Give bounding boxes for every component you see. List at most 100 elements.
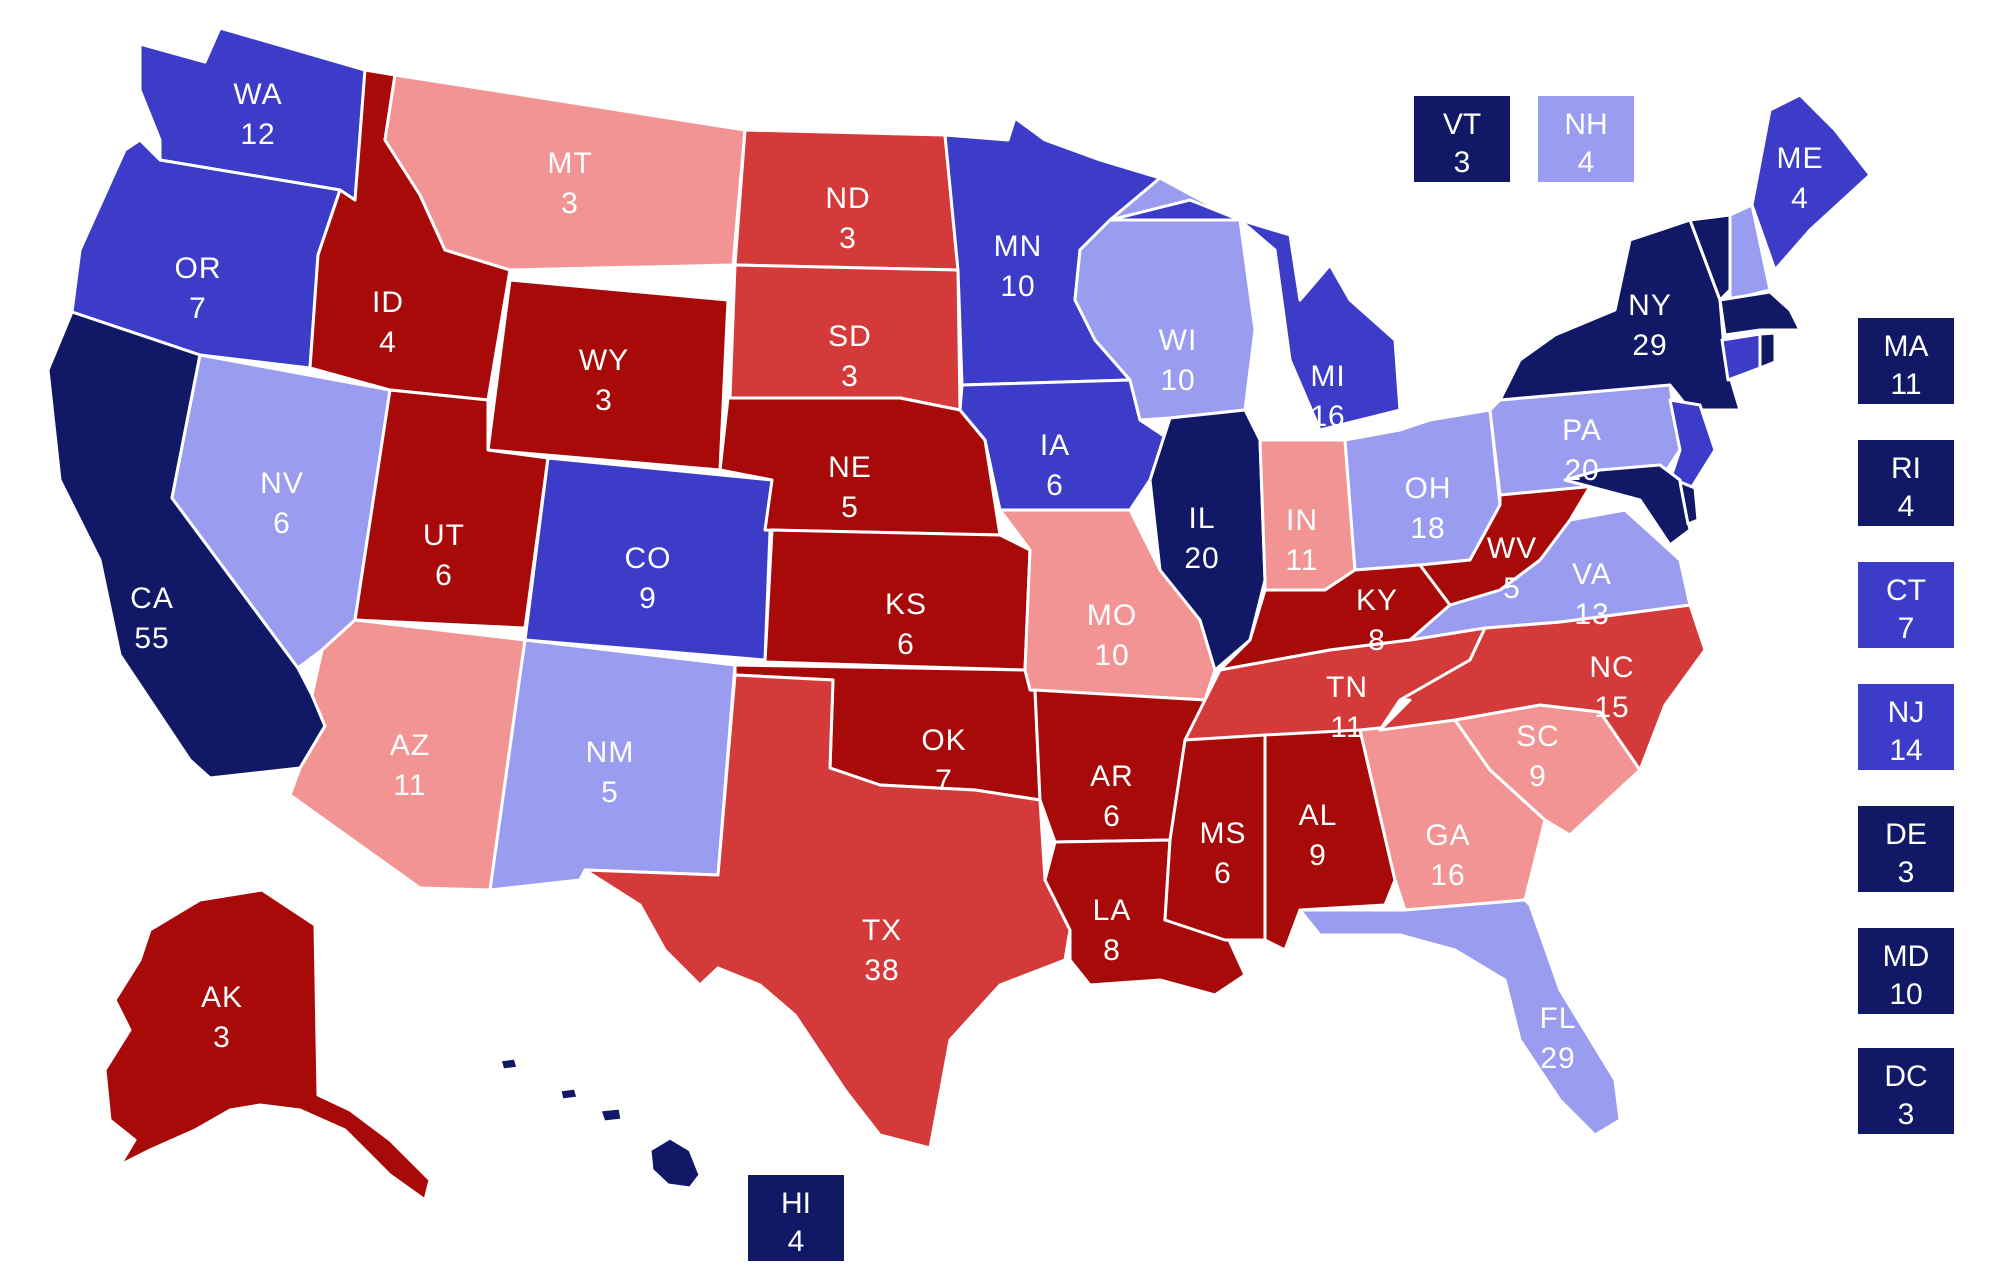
- state-abbr-ak: AK: [201, 981, 243, 1014]
- state-label-ut: UT 6: [423, 519, 465, 592]
- state-ev-ut: 6: [435, 559, 453, 592]
- state-ev-la: 8: [1103, 934, 1121, 967]
- state-ev-ar: 6: [1103, 800, 1121, 833]
- state-ak[interactable]: [103, 888, 432, 1202]
- state-label-co: CO 9: [625, 542, 672, 615]
- state-ev-mt: 3: [561, 187, 579, 220]
- state-tx[interactable]: [583, 673, 1072, 1150]
- state-md[interactable]: [1563, 463, 1692, 547]
- state-label-mo: MO 10: [1087, 599, 1137, 672]
- box-nh[interactable]: NH 4: [1538, 96, 1634, 182]
- state-label-pa: PA 20: [1562, 414, 1602, 487]
- state-abbr-or: OR: [175, 252, 222, 285]
- box-vt[interactable]: VT 3: [1414, 96, 1510, 182]
- state-me[interactable]: [1750, 93, 1872, 272]
- state-label-mt: MT 3: [547, 147, 592, 220]
- state-ev-nm: 5: [601, 776, 619, 809]
- state-nc[interactable]: [1378, 603, 1707, 772]
- state-ev-az: 11: [393, 769, 426, 802]
- state-de[interactable]: [1678, 480, 1700, 526]
- state-label-ia: IA 6: [1040, 429, 1070, 502]
- state-abbr-me: ME: [1777, 142, 1824, 175]
- state-label-mn: MN 10: [994, 230, 1043, 303]
- state-abbr-co: CO: [625, 542, 672, 575]
- state-label-fl: FL 29: [1539, 1002, 1576, 1075]
- state-abbr-ne: NE: [828, 451, 872, 484]
- state-abbr-ms: MS: [1200, 817, 1247, 850]
- state-label-wa: WA 12: [233, 78, 282, 151]
- state-ev-nd: 3: [839, 222, 857, 255]
- state-ev-tn: 11: [1330, 711, 1363, 744]
- state-fl[interactable]: [1298, 898, 1622, 1137]
- state-abbr-ut: UT: [423, 519, 465, 552]
- box-md[interactable]: MD 10: [1858, 928, 1954, 1014]
- state-label-wy: WY 3: [579, 344, 629, 417]
- state-ev-wi: 10: [1160, 364, 1195, 397]
- state-label-wi: WI 10: [1159, 324, 1198, 397]
- box-ct[interactable]: CT 7: [1858, 562, 1954, 648]
- state-abbr-nd: ND: [825, 182, 870, 215]
- state-abbr-wy: WY: [579, 344, 629, 377]
- state-label-nm: NM 5: [586, 736, 635, 809]
- state-abbr-az: AZ: [390, 729, 430, 762]
- state-abbr-fl: FL: [1539, 1002, 1576, 1035]
- state-ev-sd: 3: [841, 360, 859, 393]
- state-abbr-tn: TN: [1326, 671, 1368, 704]
- state-abbr-ky: KY: [1356, 584, 1398, 617]
- state-mo[interactable]: [998, 508, 1217, 702]
- state-ev-nc: 15: [1594, 691, 1629, 724]
- state-or[interactable]: [70, 138, 342, 370]
- state-ev-wv: 5: [1503, 572, 1521, 605]
- state-ev-ca: 55: [134, 622, 169, 655]
- state-ev-ny: 29: [1632, 329, 1667, 362]
- state-label-ga: GA 16: [1425, 819, 1470, 892]
- state-hi[interactable]: [498, 1056, 702, 1190]
- state-abbr-la: LA: [1093, 894, 1132, 927]
- state-label-tn: TN 11: [1326, 671, 1368, 744]
- state-ct[interactable]: [1720, 332, 1762, 382]
- box-de[interactable]: DE 3: [1858, 806, 1954, 892]
- state-mi[interactable]: [1108, 198, 1402, 432]
- state-label-la: LA 8: [1093, 894, 1132, 967]
- box-ri[interactable]: RI 4: [1858, 440, 1954, 526]
- state-label-ne: NE 5: [828, 451, 872, 524]
- state-ev-ia: 6: [1046, 469, 1064, 502]
- state-label-az: AZ 11: [390, 729, 430, 802]
- state-label-ms: MS 6: [1200, 817, 1247, 890]
- state-ev-me: 4: [1791, 182, 1809, 215]
- state-abbr-sc: SC: [1516, 720, 1560, 753]
- state-abbr-mi: MI: [1310, 360, 1345, 393]
- state-abbr-pa: PA: [1562, 414, 1602, 447]
- state-ri[interactable]: [1758, 331, 1777, 370]
- state-ma[interactable]: [1718, 290, 1802, 337]
- box-ma[interactable]: MA 11: [1858, 318, 1954, 404]
- state-label-me: ME 4: [1777, 142, 1824, 215]
- box-hi[interactable]: HI 4: [748, 1175, 844, 1261]
- state-abbr-tx: TX: [862, 914, 902, 947]
- state-ev-ak: 3: [213, 1021, 231, 1054]
- state-ev-mo: 10: [1094, 639, 1129, 672]
- state-ev-va: 13: [1574, 598, 1609, 631]
- state-ev-co: 9: [639, 582, 657, 615]
- state-abbr-ks: KS: [885, 588, 927, 621]
- state-nh[interactable]: [1728, 203, 1772, 302]
- box-nj[interactable]: NJ 14: [1858, 684, 1954, 770]
- state-abbr-wv: WV: [1487, 532, 1537, 565]
- state-abbr-sd: SD: [828, 320, 872, 353]
- state-ev-fl: 29: [1540, 1042, 1575, 1075]
- state-ev-id: 4: [379, 326, 397, 359]
- state-abbr-nv: NV: [260, 467, 304, 500]
- box-dc[interactable]: DC 3: [1858, 1048, 1954, 1134]
- state-label-nc: NC 15: [1589, 651, 1634, 724]
- state-ev-ms: 6: [1214, 857, 1232, 890]
- state-abbr-mn: MN: [994, 230, 1043, 263]
- state-label-ak: AK 3: [201, 981, 243, 1054]
- state-abbr-al: AL: [1299, 799, 1338, 832]
- state-label-nv: NV 6: [260, 467, 304, 540]
- state-ev-mi: 16: [1310, 400, 1345, 433]
- state-label-ca: CA 55: [130, 582, 174, 655]
- state-ev-ok: 7: [935, 764, 953, 797]
- state-label-ny: NY 29: [1628, 289, 1672, 362]
- state-label-or: OR 7: [175, 252, 222, 325]
- state-il[interactable]: [1148, 408, 1267, 672]
